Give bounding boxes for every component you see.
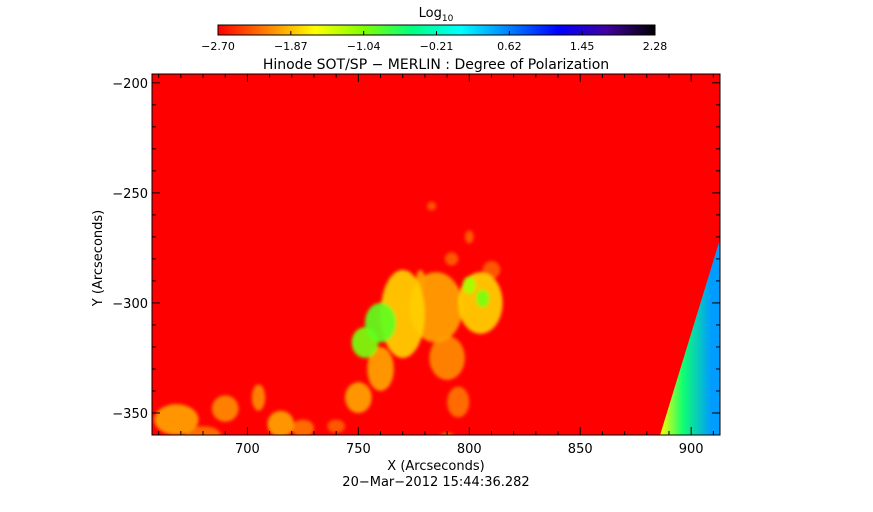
heatmap-regions (154, 201, 503, 435)
heatmap-region (211, 395, 239, 422)
colorbar-tick-label: −2.70 (201, 40, 235, 53)
x-tick-label: 800 (457, 442, 482, 457)
x-axis: 700 750 800 850 900 (158, 74, 714, 457)
heatmap-region (464, 230, 474, 244)
limb-band (660, 239, 720, 435)
colorbar-label-base: Log (419, 6, 442, 21)
limb-edge (660, 239, 720, 435)
y-tick-label: −250 (112, 187, 148, 202)
y-tick-label: −300 (112, 297, 148, 312)
heatmap-region (462, 276, 476, 295)
heatmap-region (475, 289, 490, 308)
heatmap-region (429, 335, 465, 380)
heatmap-region (251, 384, 266, 411)
colorbar-tick-label: −1.87 (274, 40, 308, 53)
colorbar-tick-label: 2.28 (643, 40, 668, 53)
y-axis-label: Y (Arcseconds) (91, 210, 106, 307)
colorbar: Log10 −2.70 −1.87 −1.04 −0.21 0.62 1.45 2.28 (201, 6, 667, 53)
heatmap-region (345, 382, 372, 413)
colorbar-ticks: −2.70 −1.87 −1.04 −0.21 0.62 1.45 2.28 (201, 31, 667, 53)
heatmap-region (447, 386, 470, 418)
x-tick-label: 750 (346, 442, 371, 457)
x-axis-label: X (Arcseconds) (387, 459, 484, 474)
y-axis: −200 −250 −300 −350 (112, 77, 720, 436)
heatmap-region (154, 404, 199, 435)
timestamp: 20−Mar−2012 15:44:36.282 (342, 475, 529, 490)
heatmap-region (267, 410, 294, 435)
chart-title: Hinode SOT/SP − MERLIN : Degree of Polar… (263, 57, 609, 73)
heatmap-region (327, 419, 346, 433)
heatmap-region (444, 252, 459, 266)
heatmap-background (152, 74, 720, 435)
colorbar-tick-label: −1.04 (347, 40, 381, 53)
heatmap-region (291, 419, 314, 435)
plot-frame (151, 73, 721, 436)
x-tick-label: 850 (568, 442, 593, 457)
plot-area: 700 750 800 850 900 −200 −250 −300 −350 (112, 73, 721, 457)
heatmap-region (367, 346, 394, 391)
colorbar-tick-label: −0.21 (420, 40, 454, 53)
x-tick-label: 700 (235, 442, 260, 457)
colorbar-label-subscript: 10 (442, 14, 454, 24)
colorbar-tick-label: 0.62 (497, 40, 522, 53)
colorbar-tick-label: 1.45 (570, 40, 595, 53)
heatmap-region (365, 302, 397, 343)
x-tick-label: 900 (679, 442, 704, 457)
heatmap-region (427, 201, 436, 211)
colorbar-label: Log10 (419, 6, 454, 24)
y-tick-label: −200 (112, 77, 148, 92)
y-tick-label: −350 (112, 407, 148, 422)
